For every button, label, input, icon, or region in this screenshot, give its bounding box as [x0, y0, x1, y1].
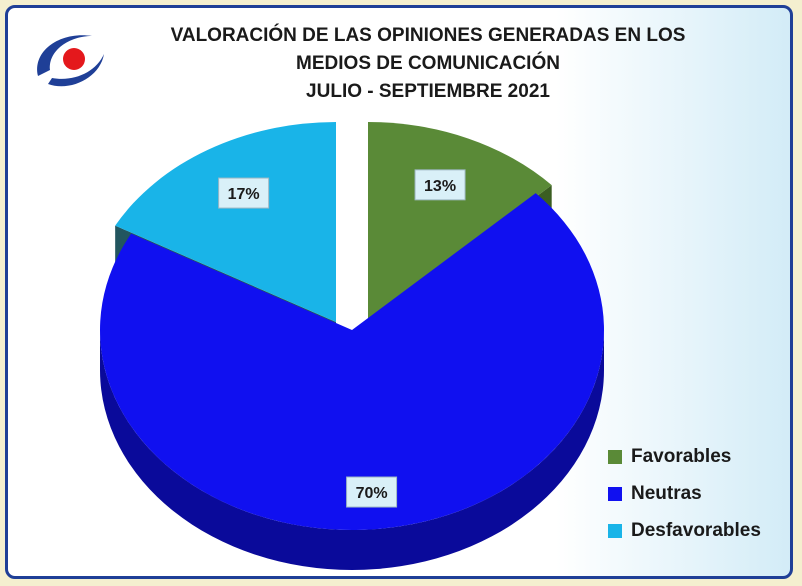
pie-tops [100, 122, 605, 530]
legend: Favorables Neutras Desfavorables [608, 438, 761, 549]
pie-slice-favorables [368, 122, 552, 322]
legend-label: Neutras [631, 482, 702, 504]
data-label-neutras: 70% [346, 476, 398, 508]
logo-icon [30, 26, 110, 101]
legend-swatch [608, 449, 622, 464]
pie-slice-neutras [100, 193, 605, 530]
chart-title: VALORACIÓN DE LAS OPINIONES GENERADAS EN… [108, 22, 748, 106]
data-label-text: 17% [228, 186, 260, 203]
pie-slice-desfavorables [115, 122, 336, 322]
legend-item-neutras: Neutras [608, 475, 761, 512]
title-line-3: JULIO - SEPTIEMBRE 2021 [306, 81, 550, 102]
data-label-box [218, 177, 270, 209]
title-line-1: VALORACIÓN DE LAS OPINIONES GENERADAS EN… [170, 25, 686, 46]
pie-labels: 13% 70% 17% [218, 169, 466, 508]
legend-swatch [608, 486, 622, 501]
data-label-desfavorables: 17% [218, 177, 270, 209]
legend-item-favorables: Favorables [608, 438, 761, 475]
legend-label: Desfavorables [631, 519, 761, 541]
data-label-favorables: 13% [414, 169, 466, 201]
data-label-box [346, 476, 398, 508]
legend-swatch [608, 523, 622, 538]
pie-wall-neutras [100, 330, 604, 570]
title-line-2: MEDIOS DE COMUNICACIÓN [296, 53, 560, 74]
legend-label: Favorables [631, 445, 732, 467]
data-label-text: 70% [356, 485, 388, 502]
data-label-text: 13% [424, 178, 456, 195]
legend-item-desfavorables: Desfavorables [608, 512, 761, 549]
data-label-box [414, 169, 466, 201]
